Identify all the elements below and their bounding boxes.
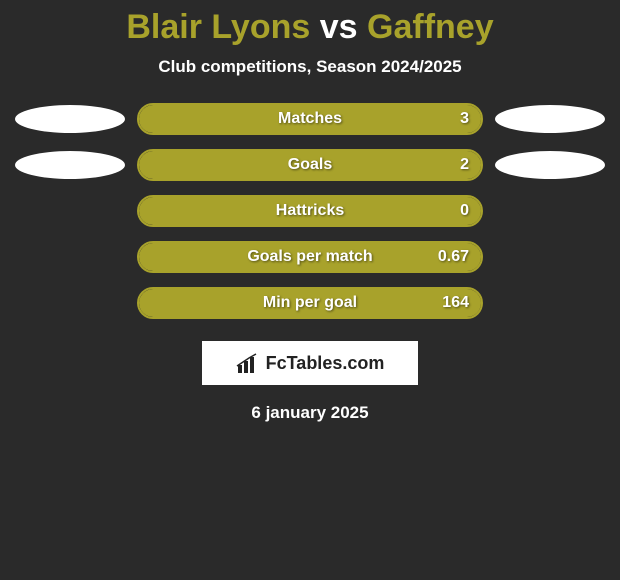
stat-label: Matches	[278, 110, 342, 128]
vs-text: vs	[320, 8, 358, 46]
stat-label: Goals per match	[247, 248, 372, 266]
player1-name: Blair Lyons	[126, 8, 310, 46]
stat-bar: Matches 3	[137, 103, 483, 135]
stat-value: 0.67	[438, 248, 469, 266]
stat-value: 3	[460, 110, 469, 128]
stat-bar: Hattricks 0	[137, 195, 483, 227]
brand-text: FcTables.com	[266, 353, 385, 374]
page-title: Blair Lyons vs Gaffney	[0, 8, 620, 47]
stat-row: Hattricks 0	[0, 195, 620, 227]
stat-row: Goals 2	[0, 149, 620, 181]
stat-row: Matches 3	[0, 103, 620, 135]
stat-bar: Goals 2	[137, 149, 483, 181]
comparison-infographic: Blair Lyons vs Gaffney Club competitions…	[0, 0, 620, 423]
stat-row: Goals per match 0.67	[0, 241, 620, 273]
stat-value: 0	[460, 202, 469, 220]
stat-bar: Goals per match 0.67	[137, 241, 483, 273]
left-marker	[15, 105, 125, 133]
player2-name: Gaffney	[367, 8, 494, 46]
stat-label: Goals	[288, 156, 332, 174]
subtitle: Club competitions, Season 2024/2025	[0, 57, 620, 77]
right-marker	[495, 105, 605, 133]
footer-date: 6 january 2025	[0, 403, 620, 423]
bar-chart-icon	[236, 353, 260, 373]
right-marker	[495, 151, 605, 179]
brand-badge[interactable]: FcTables.com	[202, 341, 418, 385]
stats-list: Matches 3 Goals 2 Hattricks 0 Goals per match 0…	[0, 103, 620, 319]
stat-label: Hattricks	[276, 202, 344, 220]
left-marker	[15, 151, 125, 179]
stat-value: 164	[442, 294, 469, 312]
stat-label: Min per goal	[263, 294, 357, 312]
stat-bar: Min per goal 164	[137, 287, 483, 319]
stat-row: Min per goal 164	[0, 287, 620, 319]
stat-value: 2	[460, 156, 469, 174]
